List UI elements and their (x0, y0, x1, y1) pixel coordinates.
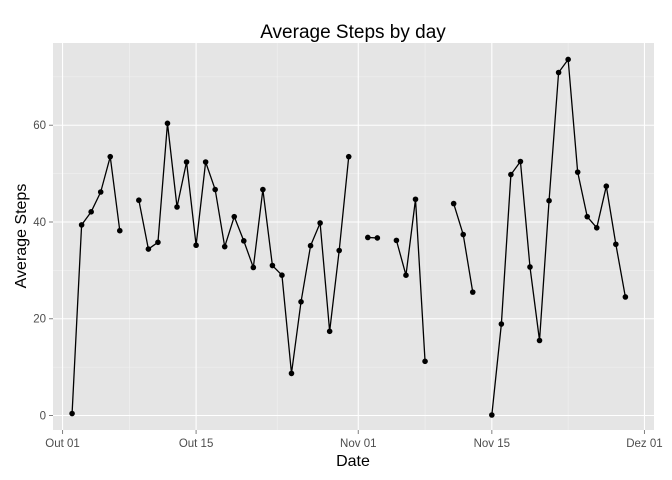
x-tick-label: Nov 15 (474, 438, 510, 450)
data-point (326, 328, 333, 335)
data-point (202, 159, 209, 165)
data-point (336, 247, 342, 254)
data-point (603, 183, 610, 189)
data-point (136, 197, 142, 204)
data-point (345, 153, 352, 160)
series-points (69, 56, 629, 418)
y-axis-title: Average Steps (13, 184, 30, 289)
y-tick-label: 0 (40, 410, 46, 422)
x-tick-label: Out 15 (179, 438, 214, 450)
y-tick-label: 40 (33, 217, 46, 229)
data-point (69, 410, 75, 417)
x-tick-label: Nov 01 (340, 438, 376, 450)
major-gridlines (53, 43, 654, 430)
data-point (593, 224, 600, 231)
data-point (460, 231, 467, 238)
data-point (584, 213, 591, 220)
x-axis-ticks: Out 01 Out 15 Nov 01 Nov 15 Dez 01 (45, 430, 663, 450)
data-point (307, 242, 314, 249)
y-tick-label: 20 (33, 314, 46, 326)
data-point (317, 220, 323, 226)
x-axis-title: Date (336, 453, 370, 470)
data-point (574, 169, 581, 175)
data-point (555, 69, 562, 76)
data-point (536, 337, 543, 344)
data-point (622, 294, 629, 300)
y-tick-label: 60 (33, 120, 46, 132)
chart-title: Average Steps by day (260, 22, 446, 43)
data-point (269, 262, 276, 269)
data-point (221, 243, 228, 250)
data-point (97, 189, 104, 195)
data-point (298, 299, 304, 305)
data-point (288, 370, 295, 377)
data-point (145, 246, 152, 252)
minor-gridlines (53, 43, 654, 430)
data-point (374, 235, 381, 241)
data-point (164, 120, 171, 127)
data-point (260, 186, 266, 193)
data-point (517, 158, 524, 165)
data-point (527, 264, 533, 270)
data-point (412, 196, 419, 203)
data-point (489, 412, 495, 418)
data-point (174, 204, 180, 210)
x-tick-label: Dez 01 (626, 438, 662, 450)
data-point (422, 358, 428, 365)
data-point (279, 272, 285, 279)
data-point (240, 238, 247, 244)
series-line-segment (395, 198, 426, 362)
data-point (508, 171, 514, 178)
data-point (365, 234, 371, 241)
plot-panel (53, 43, 654, 430)
data-point (450, 200, 457, 207)
data-point (613, 241, 619, 248)
series-line-segment (71, 156, 121, 414)
data-point (107, 153, 114, 160)
data-point (250, 264, 257, 271)
y-axis-ticks: 0 20 40 60 (33, 120, 53, 422)
data-point (193, 242, 199, 249)
data-point (469, 289, 476, 295)
data-point (183, 159, 190, 165)
x-tick-label: Out 01 (45, 438, 80, 450)
data-point (78, 222, 85, 228)
data-point (565, 56, 571, 63)
data-point (498, 321, 505, 327)
data-point (116, 227, 123, 234)
data-point (403, 272, 409, 279)
data-point (155, 239, 161, 246)
data-point (393, 237, 400, 244)
data-point (231, 213, 238, 220)
data-point (88, 209, 94, 215)
data-point (546, 197, 552, 204)
data-point (212, 186, 218, 193)
